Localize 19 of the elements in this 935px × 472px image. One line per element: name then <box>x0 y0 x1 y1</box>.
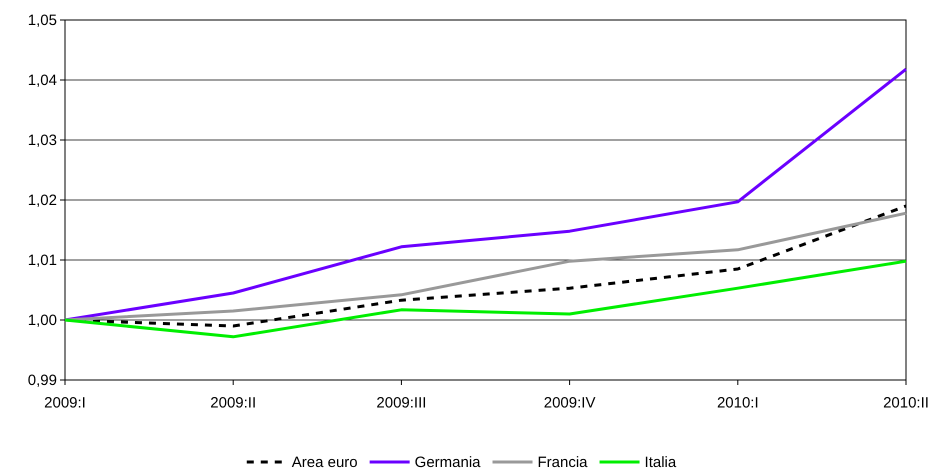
y-tick-label: 1,05 <box>28 12 57 29</box>
x-tick-label: 2009:III <box>376 394 426 412</box>
y-tick-label: 1,00 <box>28 312 57 329</box>
x-tick-label: 2009:I <box>44 394 86 412</box>
line-series <box>64 68 908 322</box>
x-tick-label: 2010:I <box>716 394 759 412</box>
legend-label: Area euro <box>292 454 358 471</box>
y-tick-label: 1,04 <box>28 72 57 89</box>
legend-label: Francia <box>538 454 588 471</box>
line-series <box>64 260 908 338</box>
x-tick-label: 2010:II <box>883 394 929 412</box>
x-tick-label: 2009:II <box>210 394 256 412</box>
y-tick-label: 1,03 <box>28 132 57 149</box>
y-tick-label: 1,02 <box>28 192 57 209</box>
y-tick-label: 0,99 <box>28 372 57 389</box>
legend-label: Italia <box>644 454 677 471</box>
y-tick-label: 1,01 <box>28 252 57 269</box>
legend-label: Germania <box>414 454 482 471</box>
x-tick-label: 2009:IV <box>544 394 596 412</box>
